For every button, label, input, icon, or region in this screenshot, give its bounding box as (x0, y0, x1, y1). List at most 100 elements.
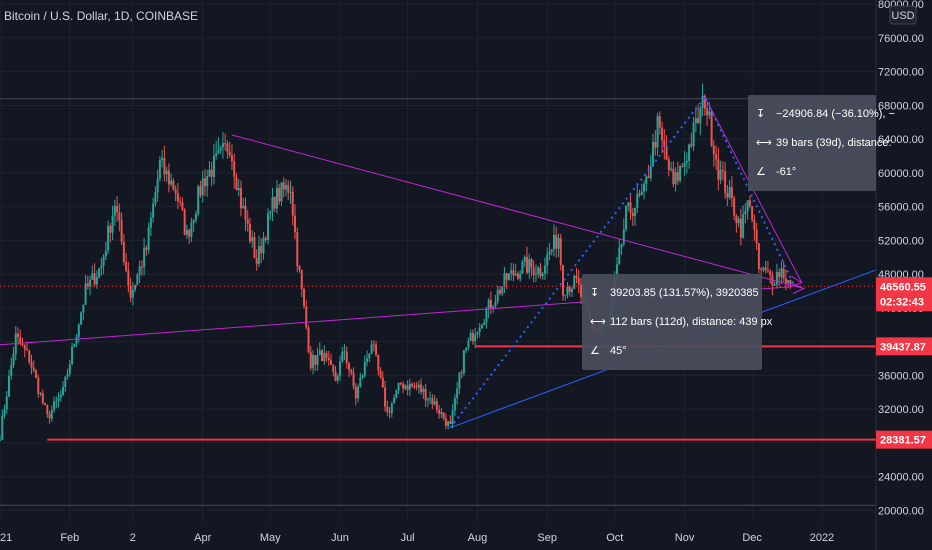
candle-body (408, 383, 411, 390)
candle-body (318, 350, 321, 355)
candle-body (753, 219, 756, 230)
candle-body (579, 284, 582, 297)
candle-body (321, 350, 324, 362)
candle-body (93, 273, 96, 285)
candle-body (314, 355, 317, 365)
candle-body (161, 158, 164, 161)
candle-body (739, 218, 742, 238)
candle-body (487, 299, 490, 310)
candle-body (471, 333, 474, 342)
candle-body (32, 367, 35, 371)
candle-body (726, 192, 729, 198)
currency-button[interactable]: USD (889, 5, 917, 25)
candle-body (84, 283, 87, 305)
y-tick-label: 68000.00 (878, 100, 924, 112)
dotted-projection-line[interactable] (703, 96, 796, 288)
candle-body (399, 382, 402, 385)
candle-body (737, 218, 740, 224)
candle-body (539, 267, 542, 277)
candle-body (55, 400, 58, 402)
candle-body (413, 386, 416, 388)
candle-body (440, 412, 443, 414)
candle-body (140, 266, 143, 268)
y-tick-label: 64000.00 (878, 134, 924, 146)
candle-body (462, 350, 465, 374)
candle-body (616, 264, 619, 278)
candle-body (363, 361, 366, 376)
candle-body (113, 205, 116, 216)
candle-body (393, 397, 396, 404)
candle-body (68, 364, 71, 374)
candle-body (230, 155, 233, 162)
candle-body (706, 108, 709, 116)
candle-body (95, 277, 98, 285)
candle-body (86, 283, 89, 287)
candle-body (444, 418, 447, 426)
measure-text: −24906.84 (−36.10%), − (776, 108, 895, 120)
candle-body (244, 205, 247, 220)
candle-body (420, 384, 423, 392)
candle-body (316, 354, 319, 365)
candle-body (460, 372, 463, 374)
candle-body (717, 159, 720, 180)
x-tick-label: Jul (401, 532, 415, 544)
candle-body (136, 274, 139, 285)
x-tick-label: Oct (606, 532, 623, 544)
candle-body (733, 198, 736, 216)
candle-body (510, 270, 513, 274)
candle-body (476, 332, 479, 335)
candle-body (100, 265, 103, 269)
candle-body (715, 154, 718, 160)
measure-box[interactable]: ↧ −24906.84 (−36.10%), − ⟷ 39 bars (39d), d… (748, 95, 895, 191)
candle-body (688, 144, 691, 161)
candle-body (341, 351, 344, 362)
candle-body (379, 370, 382, 378)
candle-body (386, 406, 389, 412)
level-price-value: 28381.57 (880, 435, 926, 447)
candle-body (143, 247, 146, 268)
candle-body (210, 169, 213, 178)
candle-body (643, 184, 646, 192)
candle-body (1, 415, 4, 440)
level-price-badge (876, 337, 932, 356)
y-tick-label: 76000.00 (878, 33, 924, 45)
candle-body (208, 169, 211, 177)
candle-body (264, 237, 267, 240)
candle-body (429, 398, 432, 400)
candle-body (665, 146, 668, 160)
candle-body (465, 347, 468, 351)
candle-body (746, 200, 749, 212)
candle-body (370, 344, 373, 354)
candle-body (694, 118, 697, 124)
candle-body (185, 229, 188, 235)
candle-body (708, 111, 711, 116)
candle-body (170, 180, 173, 185)
candle-body (782, 268, 785, 279)
candle-body (44, 403, 47, 406)
angle-icon: ∠ (756, 166, 766, 178)
candle-body (402, 384, 405, 389)
candle-body (334, 371, 337, 381)
candle-body (789, 280, 792, 285)
candle-body (21, 343, 24, 346)
candle-body (215, 153, 218, 156)
candle-body (519, 273, 522, 279)
candle-body (48, 413, 51, 419)
candle-body (291, 191, 294, 216)
candle-body (757, 243, 760, 270)
candle-body (435, 401, 438, 410)
candle-body (145, 247, 148, 250)
candle-body (730, 187, 733, 199)
trend-line[interactable] (231, 134, 805, 289)
measure-text: 45° (610, 345, 627, 357)
measure-text: 39203.85 (131.57%), 3920385 (610, 287, 759, 299)
candle-body (703, 95, 706, 109)
candle-body (104, 250, 107, 257)
candle-body (384, 387, 387, 407)
measure-box[interactable]: ↧ 39203.85 (131.57%), 3920385 ⟷ 112 bars (1… (582, 274, 773, 370)
candle-body (80, 312, 83, 325)
candle-body (492, 306, 495, 309)
currency-label: USD (891, 10, 914, 22)
candle-body (339, 361, 342, 376)
